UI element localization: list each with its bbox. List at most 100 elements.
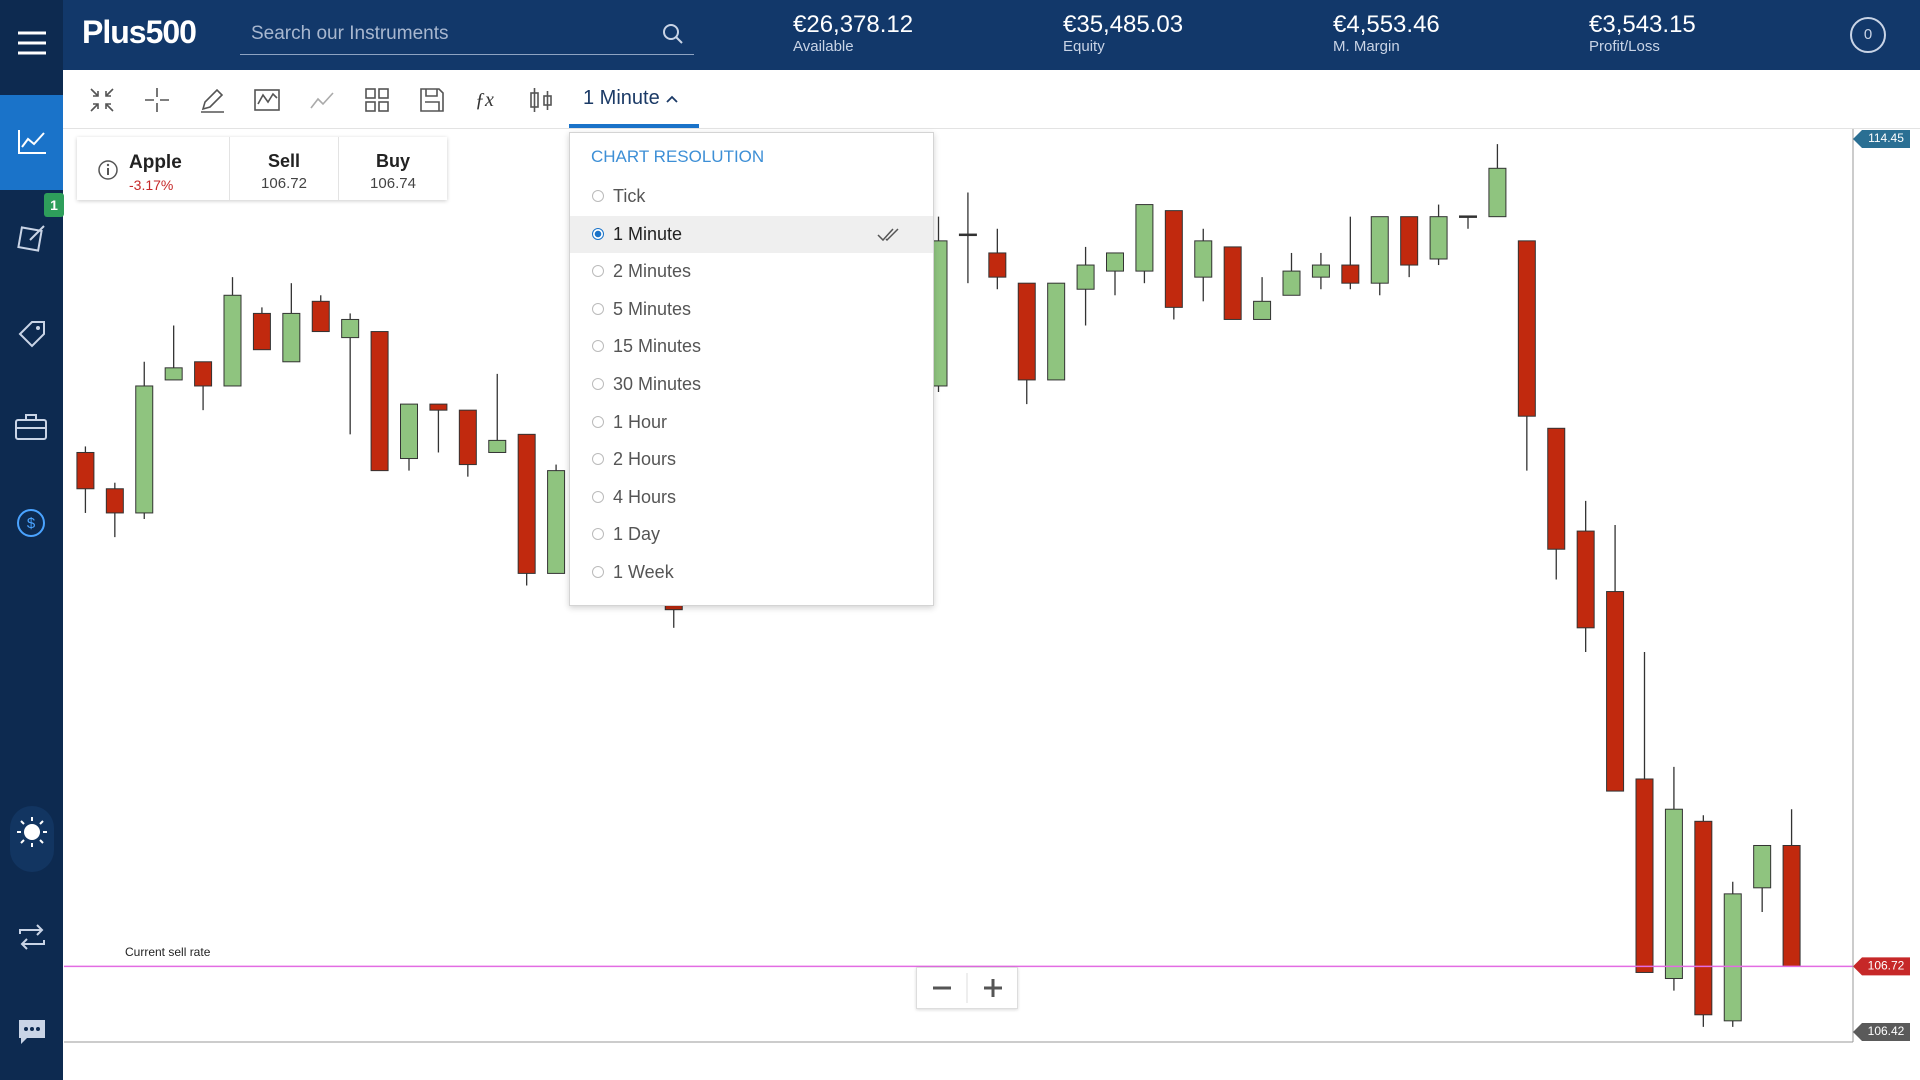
stat-available: €26,378.12 Available bbox=[793, 11, 914, 56]
option-label: 30 Minutes bbox=[613, 374, 702, 394]
candle-body bbox=[1400, 216, 1419, 266]
notifications[interactable]: 0 bbox=[1850, 17, 1886, 53]
badge: 1 bbox=[44, 193, 64, 217]
candle-body bbox=[1488, 167, 1507, 218]
stat-value: €26,378.12 bbox=[793, 11, 914, 38]
tag-icon[interactable] bbox=[16, 318, 48, 348]
svg-text:$: $ bbox=[27, 515, 36, 532]
stat-value: €35,485.03 bbox=[1063, 11, 1184, 38]
sell-label[interactable]: Sell bbox=[267, 151, 301, 171]
indicator-tool[interactable] bbox=[253, 86, 281, 114]
candle-body bbox=[547, 470, 566, 574]
portfolio-icon[interactable] bbox=[14, 413, 48, 441]
resolution-label: 1 Minute bbox=[583, 87, 660, 109]
layout-tool[interactable] bbox=[363, 86, 391, 114]
menu-title: CHART RESOLUTION bbox=[591, 147, 765, 166]
chat-icon[interactable] bbox=[17, 1018, 47, 1046]
instrument-card[interactable]: Apple -3.17% Sell 106.72 Buy 106.74 bbox=[77, 137, 447, 200]
radio bbox=[592, 378, 604, 390]
stat-value: €3,543.15 bbox=[1589, 11, 1696, 38]
menu-option[interactable]: 2 Minutes bbox=[570, 253, 933, 290]
radio bbox=[592, 415, 604, 428]
draw-tool[interactable] bbox=[198, 86, 226, 114]
candle-body bbox=[1753, 844, 1772, 889]
option-label: 1 Hour bbox=[613, 411, 668, 432]
candle-body bbox=[1694, 820, 1713, 1016]
resolution-menu: CHART RESOLUTION Tick 1 Minute 2 Minutes 5 … bbox=[569, 132, 934, 606]
radio bbox=[592, 265, 604, 278]
option-label: 2 Minutes bbox=[613, 261, 692, 282]
menu-option[interactable]: 1 Week bbox=[570, 554, 933, 591]
candle-body bbox=[988, 252, 1007, 278]
menu-option[interactable]: 15 Minutes bbox=[570, 328, 933, 365]
instrument-name: Apple bbox=[129, 152, 182, 173]
divider bbox=[229, 137, 230, 200]
option-label: 5 Minutes bbox=[613, 298, 692, 319]
sidebar: 1 $ bbox=[0, 0, 64, 1080]
instrument-change: -3.17% bbox=[129, 177, 174, 193]
menu-option[interactable]: 5 Minutes bbox=[570, 291, 933, 328]
bottom-price-tag bbox=[1853, 1023, 1910, 1041]
buy-price: 106.74 bbox=[370, 175, 416, 192]
menu-option[interactable]: 1 Day bbox=[570, 516, 933, 553]
search-icon[interactable] bbox=[661, 22, 685, 46]
current-rate-tag bbox=[1853, 957, 1910, 976]
buy-label[interactable]: Buy bbox=[375, 151, 410, 171]
stat-value: €4,553.46 bbox=[1333, 11, 1440, 38]
candle-body bbox=[1311, 264, 1330, 278]
info-icon[interactable] bbox=[97, 159, 119, 181]
radio bbox=[592, 566, 604, 578]
radio bbox=[592, 528, 604, 541]
candle-tool[interactable] bbox=[527, 86, 555, 114]
stat-label: Equity bbox=[1063, 38, 1105, 55]
collapse-tool[interactable] bbox=[88, 86, 116, 114]
crosshair-tool[interactable] bbox=[143, 86, 171, 114]
candle-body bbox=[76, 451, 95, 490]
radio bbox=[592, 302, 604, 315]
candle-body bbox=[341, 318, 360, 339]
menu-option[interactable]: 1 Minute bbox=[570, 215, 933, 253]
candle-body bbox=[282, 312, 301, 363]
current-rate-value: 106.72 bbox=[1868, 959, 1905, 973]
svg-text:ƒx: ƒx bbox=[475, 89, 494, 111]
menu-option[interactable]: 4 Hours bbox=[570, 479, 933, 516]
search-box[interactable]: Search our Instruments bbox=[240, 12, 694, 55]
function-tool[interactable]: ƒx bbox=[472, 86, 500, 114]
save-tool[interactable] bbox=[418, 86, 446, 114]
candle-body bbox=[370, 331, 389, 472]
option-label: 1 Week bbox=[613, 562, 674, 582]
stat-profit: €3,543.15 Profit/Loss bbox=[1589, 11, 1696, 56]
candle-body bbox=[1076, 264, 1095, 290]
resolution-button[interactable]: 1 Minute bbox=[583, 87, 679, 110]
trend-tool[interactable] bbox=[308, 86, 336, 114]
funds-icon[interactable]: $ bbox=[15, 507, 47, 539]
menu-icon[interactable] bbox=[16, 30, 48, 56]
switch-icon[interactable] bbox=[16, 922, 48, 952]
trades-icon[interactable] bbox=[16, 222, 48, 252]
candle-body bbox=[488, 439, 507, 453]
search-placeholder: Search our Instruments bbox=[251, 23, 449, 44]
candle-body bbox=[1106, 252, 1124, 272]
candle-body bbox=[1164, 210, 1183, 308]
caret-icon bbox=[666, 95, 678, 103]
stat-label: Profit/Loss bbox=[1589, 38, 1660, 55]
candle-body bbox=[1135, 204, 1154, 272]
candle-body bbox=[1429, 216, 1448, 260]
menu-option[interactable]: 30 Minutes bbox=[570, 366, 933, 403]
toolbar bbox=[63, 70, 1920, 129]
bottom-price-tag-text: 106.42 bbox=[1868, 1024, 1905, 1038]
top-price-tag bbox=[1853, 130, 1910, 148]
candle-body bbox=[1047, 282, 1066, 381]
radio bbox=[592, 453, 604, 466]
menu-option[interactable]: 1 Hour bbox=[570, 404, 933, 441]
menu-option[interactable]: 2 Hours bbox=[570, 441, 933, 478]
candle-body bbox=[194, 361, 213, 387]
menu-option[interactable]: Tick bbox=[570, 178, 933, 215]
logo[interactable]: Plus500 bbox=[82, 14, 197, 50]
candle-body bbox=[1517, 240, 1536, 417]
zoom-in[interactable] bbox=[984, 979, 1002, 997]
sun-icon[interactable] bbox=[15, 815, 49, 849]
candle-body bbox=[1576, 530, 1595, 629]
chart-icon[interactable] bbox=[16, 128, 48, 156]
